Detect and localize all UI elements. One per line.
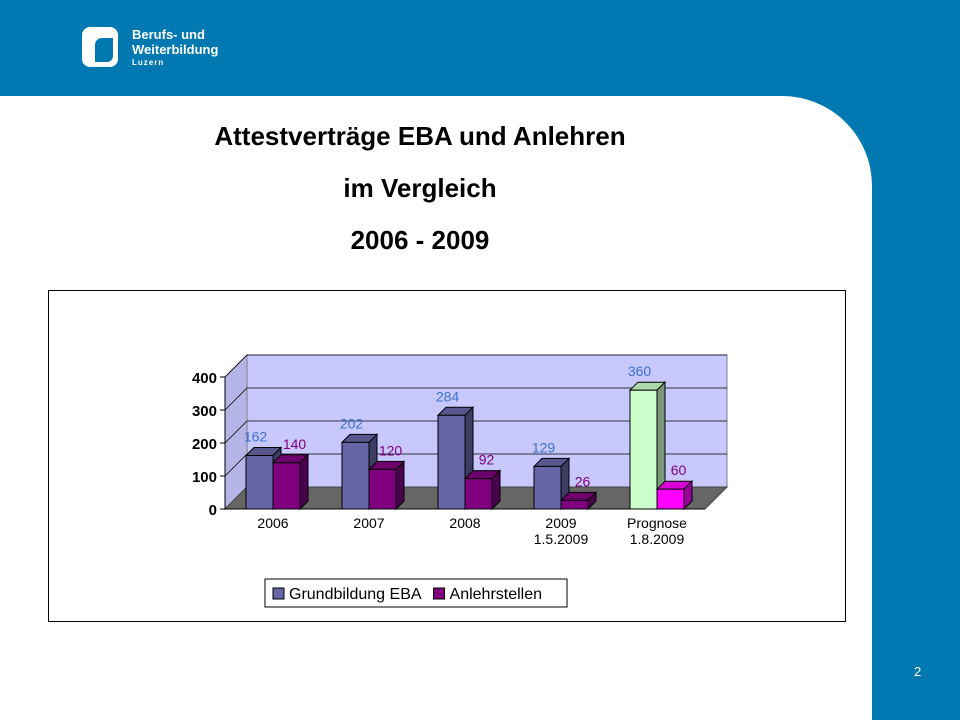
slide-title-line-3: 2006 - 2009 (350, 225, 490, 255)
bar-side (395, 460, 405, 511)
logo-line-3: Luzern (132, 58, 165, 67)
x-tick-label: 2009 (545, 515, 576, 531)
bar (437, 414, 466, 510)
data-label: 202 (340, 415, 364, 431)
bar (656, 488, 685, 510)
bar-side (299, 453, 309, 511)
slide-title-line-1: Attestverträge EBA und Anlehren (214, 121, 626, 151)
y-tick-label: 300 (192, 403, 217, 420)
data-label: 60 (671, 462, 687, 478)
bar (464, 478, 493, 510)
logo-text: Berufs- und Weiterbildung Luzern (132, 27, 219, 69)
page-number: 2 (914, 664, 922, 679)
bar (368, 468, 397, 510)
logo-line-2: Weiterbildung (132, 41, 219, 57)
logo-line-1: Berufs- und (132, 27, 205, 42)
bar (341, 441, 370, 510)
bar (533, 465, 562, 510)
legend-swatch (433, 587, 446, 600)
legend-label: Anlehrstellen (450, 586, 543, 603)
data-label: 129 (532, 439, 556, 455)
x-tick-label: 1.8.2009 (630, 531, 685, 547)
gridline (224, 420, 727, 444)
x-tick-label: 2008 (449, 515, 480, 531)
data-label: 120 (379, 442, 403, 458)
data-label: 162 (244, 429, 268, 445)
y-tick-label: 400 (192, 370, 217, 387)
data-label: 92 (479, 452, 495, 468)
y-tick-label: 0 (209, 502, 217, 519)
slide-title-line-2: im Vergleich (343, 173, 497, 203)
x-tick-label: 1.5.2009 (534, 531, 589, 547)
bar (272, 462, 301, 510)
bar (560, 499, 589, 510)
data-label: 360 (628, 363, 652, 379)
gridline (224, 354, 727, 378)
legend-label: Grundbildung EBA (289, 586, 422, 603)
bar-chart: 0 100 200 300 400 162 140 2006 202 120 2007 284 92 20… (192, 353, 729, 608)
logo-mark-icon (82, 27, 118, 67)
x-tick-label: 2006 (257, 515, 288, 531)
y-tick-label: 100 (192, 469, 217, 486)
gridline (224, 387, 727, 411)
legend-box (264, 578, 568, 608)
legend-swatch (272, 587, 285, 600)
bar (245, 455, 274, 510)
x-tick-label: Prognose (627, 515, 687, 531)
data-label: 284 (436, 388, 460, 404)
y-tick-label: 200 (192, 436, 217, 453)
chart-frame: 0 100 200 300 400 162 140 2006 202 120 2007 284 92 20… (48, 290, 846, 622)
data-label: 26 (575, 473, 591, 489)
data-label: 140 (283, 436, 307, 452)
x-tick-label: 2007 (353, 515, 384, 531)
bar (629, 389, 658, 510)
